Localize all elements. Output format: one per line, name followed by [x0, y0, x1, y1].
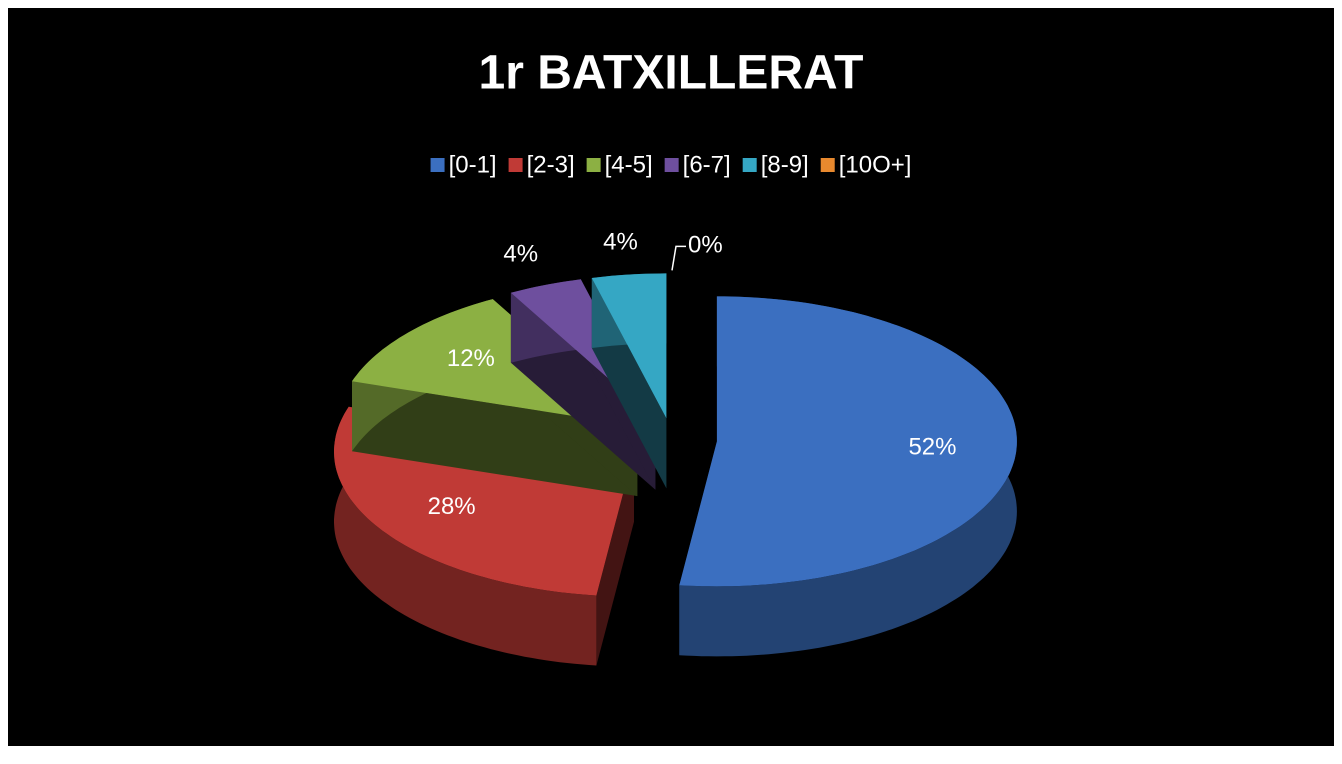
data-label: 52% [908, 433, 956, 460]
background [8, 8, 1334, 746]
legend-label: [10O+] [839, 151, 912, 178]
pie-slice [591, 273, 667, 419]
legend-swatch [430, 158, 445, 172]
slice [591, 273, 667, 489]
pie-slice [679, 296, 1017, 587]
legend-swatch [586, 158, 601, 172]
legend-swatch [664, 158, 679, 172]
data-label: 0% [688, 232, 723, 259]
legend-swatch [508, 158, 523, 172]
data-label: 4% [503, 241, 538, 268]
slice [679, 296, 1017, 657]
legend-swatch [742, 158, 757, 172]
legend-label: [4-5] [605, 151, 653, 178]
legend-label: [6-7] [683, 151, 731, 178]
leader-line [671, 245, 686, 271]
data-label: 12% [447, 345, 495, 372]
slice-side [352, 381, 638, 497]
chart-title: 1r BATXILLERAT [479, 47, 864, 100]
legend-swatch [820, 158, 835, 172]
slice-wall [334, 406, 597, 666]
legend-label: [2-3] [527, 151, 575, 178]
legend-label: [0-1] [449, 151, 497, 178]
legend-label: [8-9] [761, 151, 809, 178]
data-label: 28% [428, 493, 476, 520]
data-label: 4% [603, 228, 638, 255]
